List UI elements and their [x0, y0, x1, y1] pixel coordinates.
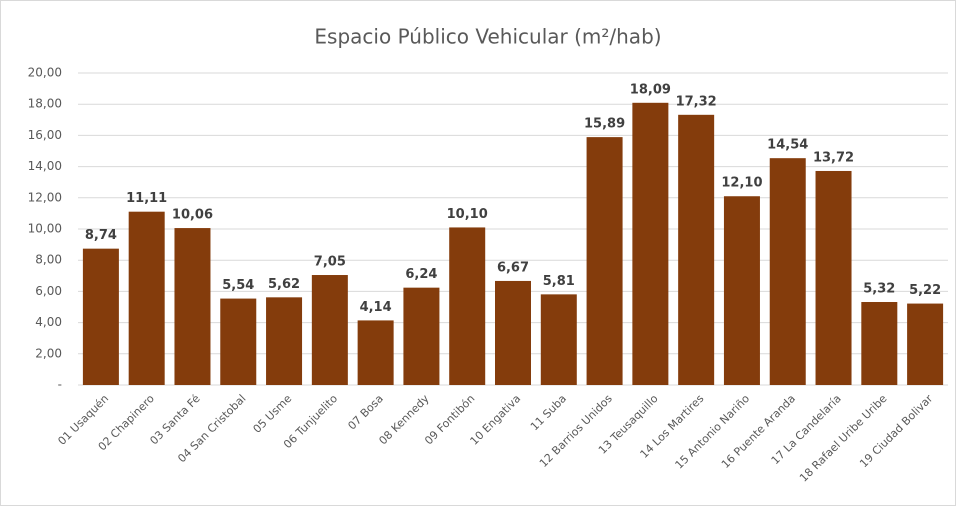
data-label: 5,62	[268, 277, 300, 292]
bar	[632, 102, 669, 386]
data-label: 7,05	[314, 255, 346, 270]
bar	[449, 227, 486, 385]
bar	[403, 287, 440, 385]
y-tick-label: 16,00	[28, 128, 62, 142]
bar	[495, 280, 531, 385]
data-label: 6,67	[497, 260, 529, 275]
y-tick-label: 20,00	[28, 66, 62, 80]
data-label: 11,11	[126, 191, 167, 206]
y-tick-label: 6,00	[35, 284, 62, 298]
bar	[266, 297, 303, 385]
bar	[815, 170, 852, 385]
bar	[540, 294, 577, 385]
data-label: 10,10	[447, 207, 488, 222]
data-label: 18,09	[630, 82, 671, 97]
bar	[220, 298, 257, 385]
bar	[907, 303, 944, 385]
bar	[128, 211, 165, 385]
y-tick-label: 8,00	[35, 253, 62, 267]
bar	[357, 320, 394, 385]
data-label: 8,74	[85, 228, 117, 243]
data-label: 12,10	[721, 176, 762, 191]
bar	[769, 158, 806, 385]
data-label: 4,14	[360, 300, 392, 315]
data-label: 5,32	[863, 282, 895, 297]
y-tick-label: 10,00	[28, 222, 62, 236]
y-tick-label: 18,00	[28, 97, 62, 111]
data-label: 6,24	[405, 267, 437, 282]
chart-title: Espacio Público Vehicular (m²/hab)	[314, 25, 661, 49]
bar	[82, 248, 119, 385]
data-label: 10,06	[172, 208, 213, 223]
data-label: 13,72	[813, 150, 854, 165]
bar	[311, 275, 348, 385]
y-tick-label: 4,00	[35, 315, 62, 329]
bar	[678, 114, 715, 386]
bar	[174, 228, 211, 385]
y-tick-label: 14,00	[28, 159, 62, 173]
bar	[586, 137, 623, 385]
data-label: 5,81	[543, 274, 575, 289]
y-tick-label: 12,00	[28, 190, 62, 204]
data-label: 14,54	[767, 138, 808, 153]
data-label: 5,22	[909, 283, 941, 298]
y-tick-label: -	[58, 378, 62, 392]
data-label: 17,32	[676, 94, 717, 109]
data-label: 5,54	[222, 278, 254, 293]
y-tick-label: 2,00	[35, 346, 62, 360]
bar	[861, 302, 898, 385]
bar	[723, 196, 760, 385]
data-label: 15,89	[584, 117, 625, 132]
